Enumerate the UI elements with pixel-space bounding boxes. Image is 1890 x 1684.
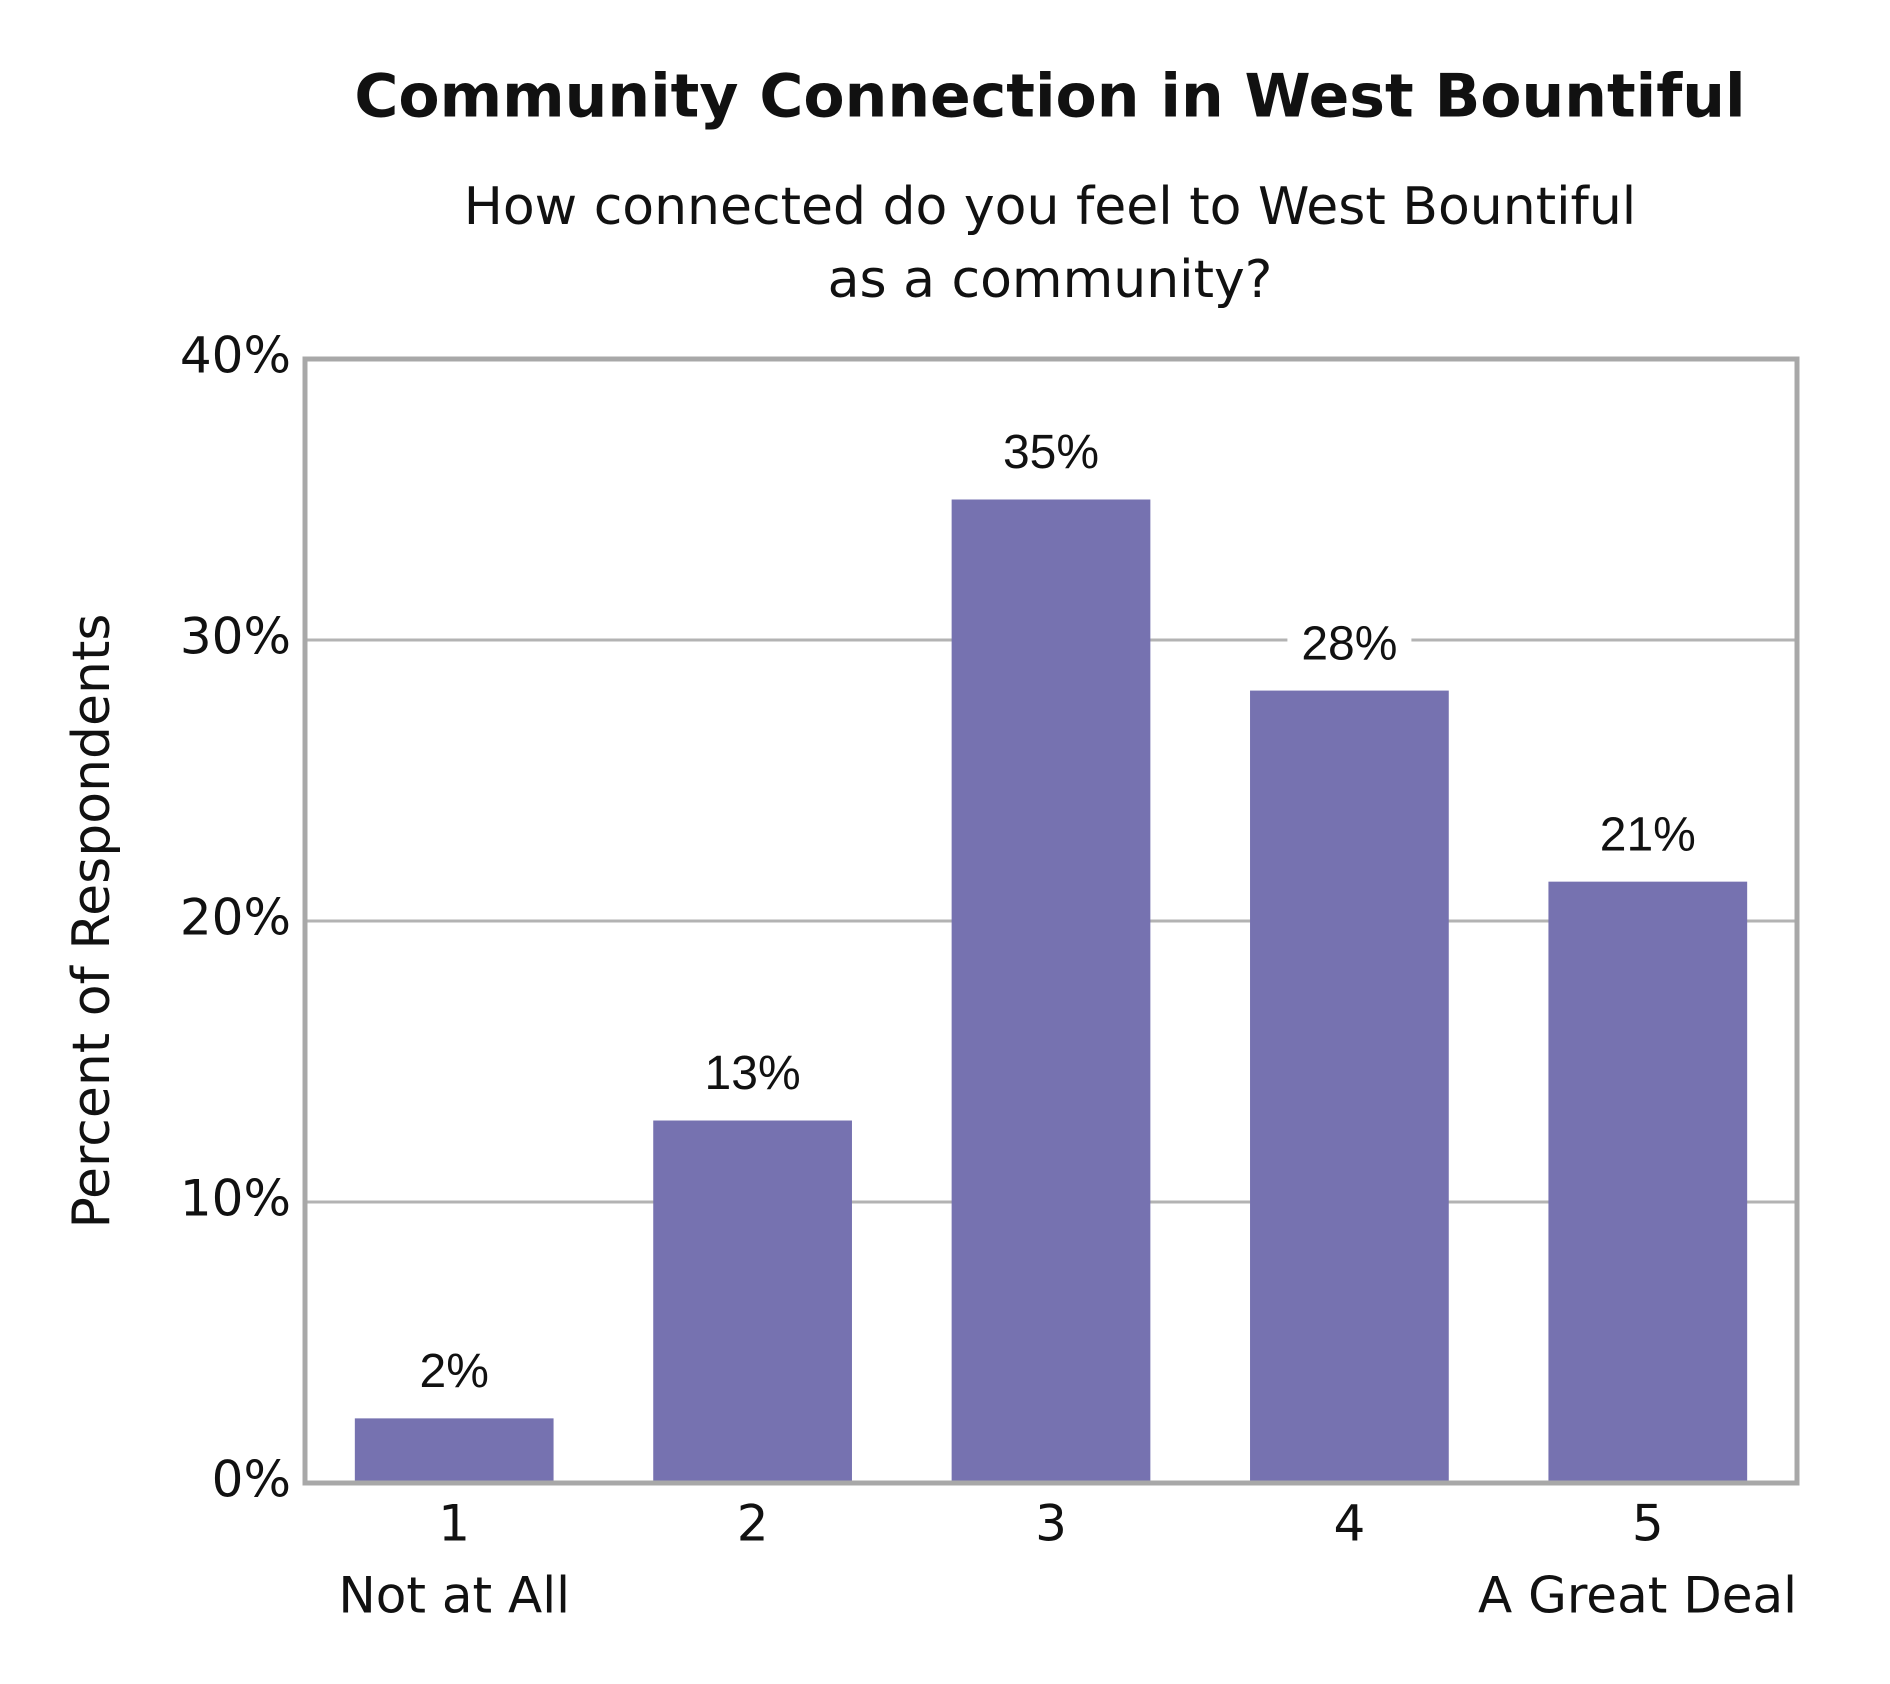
x-tick-label: 4 <box>1333 1495 1365 1553</box>
value-label: 21% <box>1600 808 1696 861</box>
y-tick-label: 40% <box>180 327 291 385</box>
x-tick-label: 5 <box>1632 1495 1664 1553</box>
chart-subtitle: How connected do you feel to West Bounti… <box>464 177 1637 237</box>
value-label-bg <box>392 1348 517 1401</box>
y-tick-label: 30% <box>180 608 291 666</box>
y-tick-label: 0% <box>212 1451 291 1509</box>
value-label-bg <box>690 1050 815 1103</box>
x-tick-label: 3 <box>1035 1495 1067 1553</box>
x-tick-label: 1 <box>438 1495 470 1553</box>
bar <box>951 499 1151 1483</box>
value-label: 28% <box>1301 617 1397 670</box>
value-label-bg <box>1287 620 1412 673</box>
value-label-bg <box>989 429 1113 482</box>
chart-title: Community Connection in West Bountiful <box>354 62 1745 132</box>
x-tick-sublabel: Not at All <box>338 1567 570 1625</box>
y-tick-label: 20% <box>180 889 291 947</box>
x-tick-label: 2 <box>737 1495 769 1553</box>
bar <box>1548 881 1748 1483</box>
value-label: 2% <box>420 1345 489 1398</box>
value-label: 35% <box>1003 426 1099 479</box>
value-label: 13% <box>705 1047 801 1100</box>
x-tick-sublabel: A Great Deal <box>1478 1567 1797 1625</box>
value-label-bg <box>1585 811 1710 864</box>
y-tick-label: 10% <box>180 1170 291 1228</box>
bar <box>1250 690 1449 1483</box>
bar <box>354 1418 554 1483</box>
chart-subtitle: as a community? <box>828 250 1273 310</box>
bar <box>653 1120 852 1483</box>
plot-frame <box>302 356 1800 1486</box>
y-axis-label: Percent of Respondents <box>62 614 122 1229</box>
